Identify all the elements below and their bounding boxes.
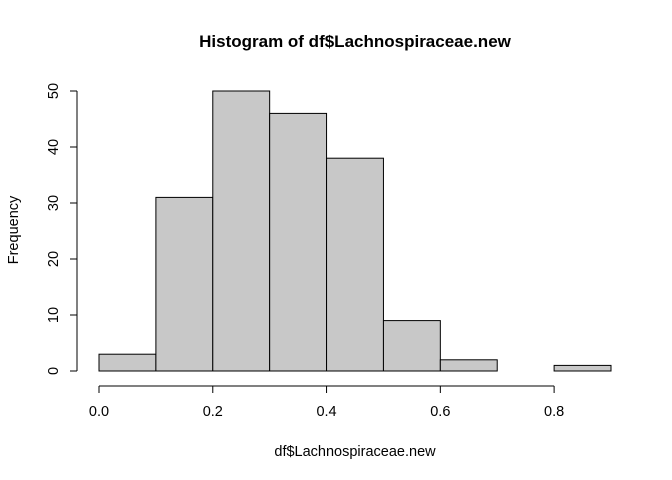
y-axis: 0 10 20 30 40 50 [46, 83, 78, 375]
chart-title: Histogram of df$Lachnospiraceae.new [199, 32, 512, 51]
y-tick-label-0: 0 [46, 367, 62, 375]
histogram-bar-6 [439, 359, 498, 372]
x-axis-title: df$Lachnospiraceae.new [274, 444, 436, 460]
bars-group [98, 90, 612, 372]
x-tick-label-2: 0.4 [316, 404, 336, 420]
y-tick-label-1: 10 [46, 307, 62, 323]
histogram-bar-5 [382, 320, 441, 372]
y-tick-label-4: 40 [46, 139, 62, 155]
histogram-bar-3 [269, 112, 328, 372]
x-tick-label-0: 0.0 [89, 404, 109, 420]
histogram-bar-8 [553, 364, 612, 372]
x-tick-label-4: 0.8 [544, 404, 564, 420]
histogram-bar-2 [212, 90, 271, 372]
y-tick-label-3: 30 [46, 195, 62, 211]
y-tick-label-2: 20 [46, 251, 62, 267]
x-tick-label-1: 0.2 [203, 404, 223, 420]
y-axis-title: Frequency [6, 195, 22, 264]
histogram-bar-0 [98, 353, 157, 372]
x-tick-label-3: 0.6 [430, 404, 450, 420]
x-axis: 0.0 0.2 0.4 0.6 0.8 [89, 385, 564, 420]
y-tick-label-5: 50 [46, 83, 62, 99]
histogram-bar-4 [326, 157, 384, 372]
histogram-bar-1 [155, 196, 214, 372]
